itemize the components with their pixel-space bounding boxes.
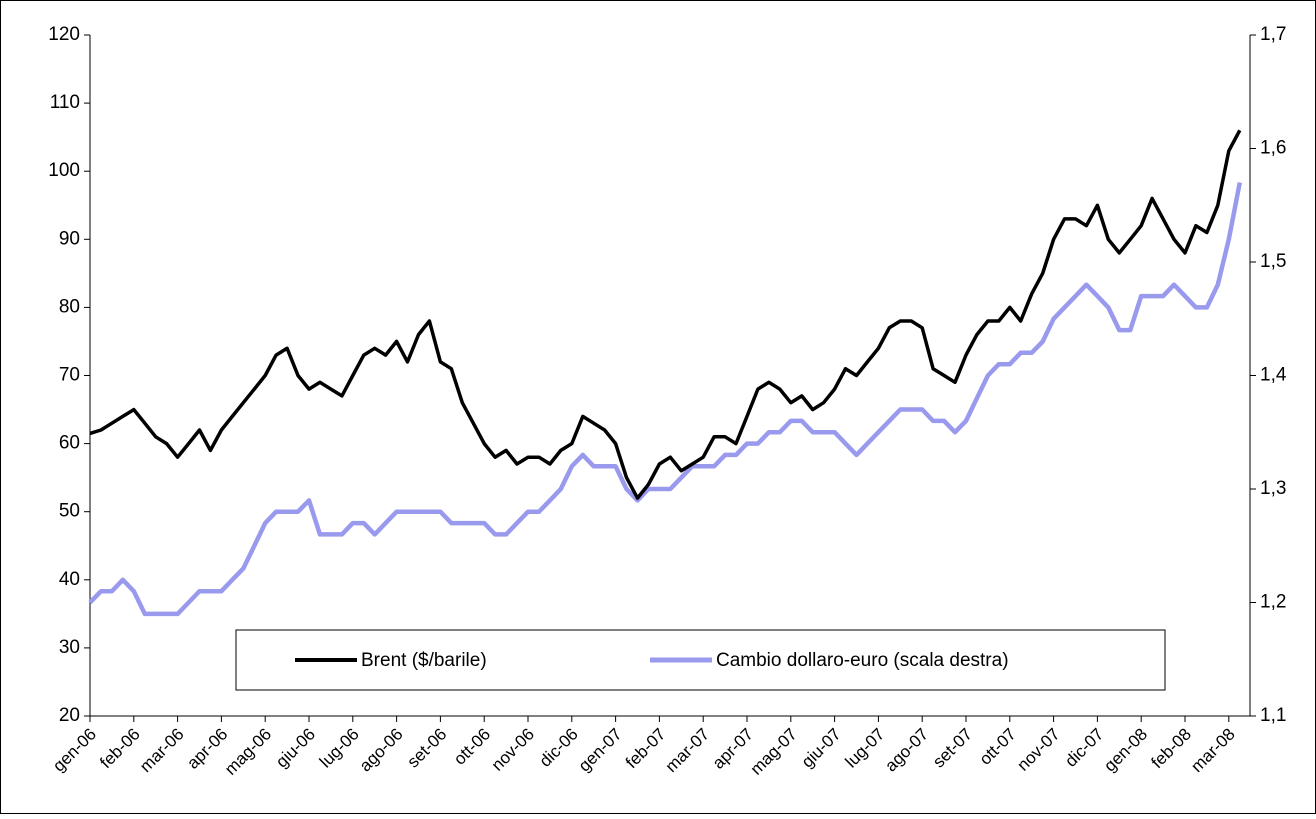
legend-label: Cambio dollaro-euro (scala destra) — [716, 650, 1009, 671]
series-line — [88, 182, 1243, 617]
x-tick-label: ago-07 — [881, 725, 932, 776]
y-tick-label: 50 — [59, 501, 80, 522]
x-tick-label: lug-07 — [842, 725, 889, 772]
x-tick-label: giu-06 — [272, 725, 319, 772]
y2-tick-label: 1,5 — [1260, 251, 1286, 272]
x-tick-label: mag-06 — [221, 725, 275, 779]
x-tick-label: gen-08 — [1100, 725, 1151, 776]
x-tick-label: dic-06 — [536, 725, 582, 771]
x-tick-label: dic-07 — [1061, 725, 1107, 771]
y-tick-label: 110 — [50, 92, 80, 113]
x-tick-label: feb-08 — [1147, 725, 1195, 773]
x-tick-label: nov-07 — [1013, 725, 1063, 775]
y2-tick-label: 1,6 — [1260, 138, 1286, 159]
y-tick-label: 120 — [48, 24, 80, 45]
x-tick-label: mar-08 — [1187, 725, 1239, 777]
x-tick-label: nov-06 — [488, 725, 538, 775]
y2-tick-label: 1,1 — [1260, 705, 1286, 726]
x-tick-label: feb-06 — [96, 725, 144, 773]
x-tick-label: mar-06 — [136, 725, 188, 777]
series-line — [89, 129, 1242, 500]
y-tick-label: 80 — [59, 296, 80, 317]
y-tick-label: 100 — [48, 160, 80, 181]
y2-tick-label: 1,2 — [1260, 592, 1286, 613]
y-tick-label: 60 — [59, 433, 80, 454]
y-tick-label: 70 — [59, 365, 80, 386]
y2-tick-label: 1,3 — [1260, 478, 1286, 499]
x-tick-label: giu-07 — [798, 725, 845, 772]
x-tick-label: set-07 — [929, 725, 976, 772]
y-tick-label: 40 — [59, 569, 80, 590]
x-tick-label: gen-07 — [575, 725, 626, 776]
x-tick-label: lug-06 — [316, 725, 363, 772]
y2-tick-label: 1,7 — [1260, 24, 1286, 45]
x-tick-label: mar-07 — [662, 725, 714, 777]
x-tick-label: gen-06 — [49, 725, 100, 776]
legend-label: Brent ($/barile) — [361, 650, 487, 671]
x-tick-label: ago-06 — [356, 725, 407, 776]
y-tick-label: 90 — [59, 228, 80, 249]
x-tick-label: set-06 — [404, 725, 451, 772]
y-tick-label: 30 — [59, 637, 80, 658]
x-tick-label: mag-07 — [747, 725, 801, 779]
y2-tick-label: 1,4 — [1260, 365, 1287, 386]
y-tick-label: 20 — [59, 705, 80, 726]
x-tick-label: feb-07 — [622, 725, 670, 773]
